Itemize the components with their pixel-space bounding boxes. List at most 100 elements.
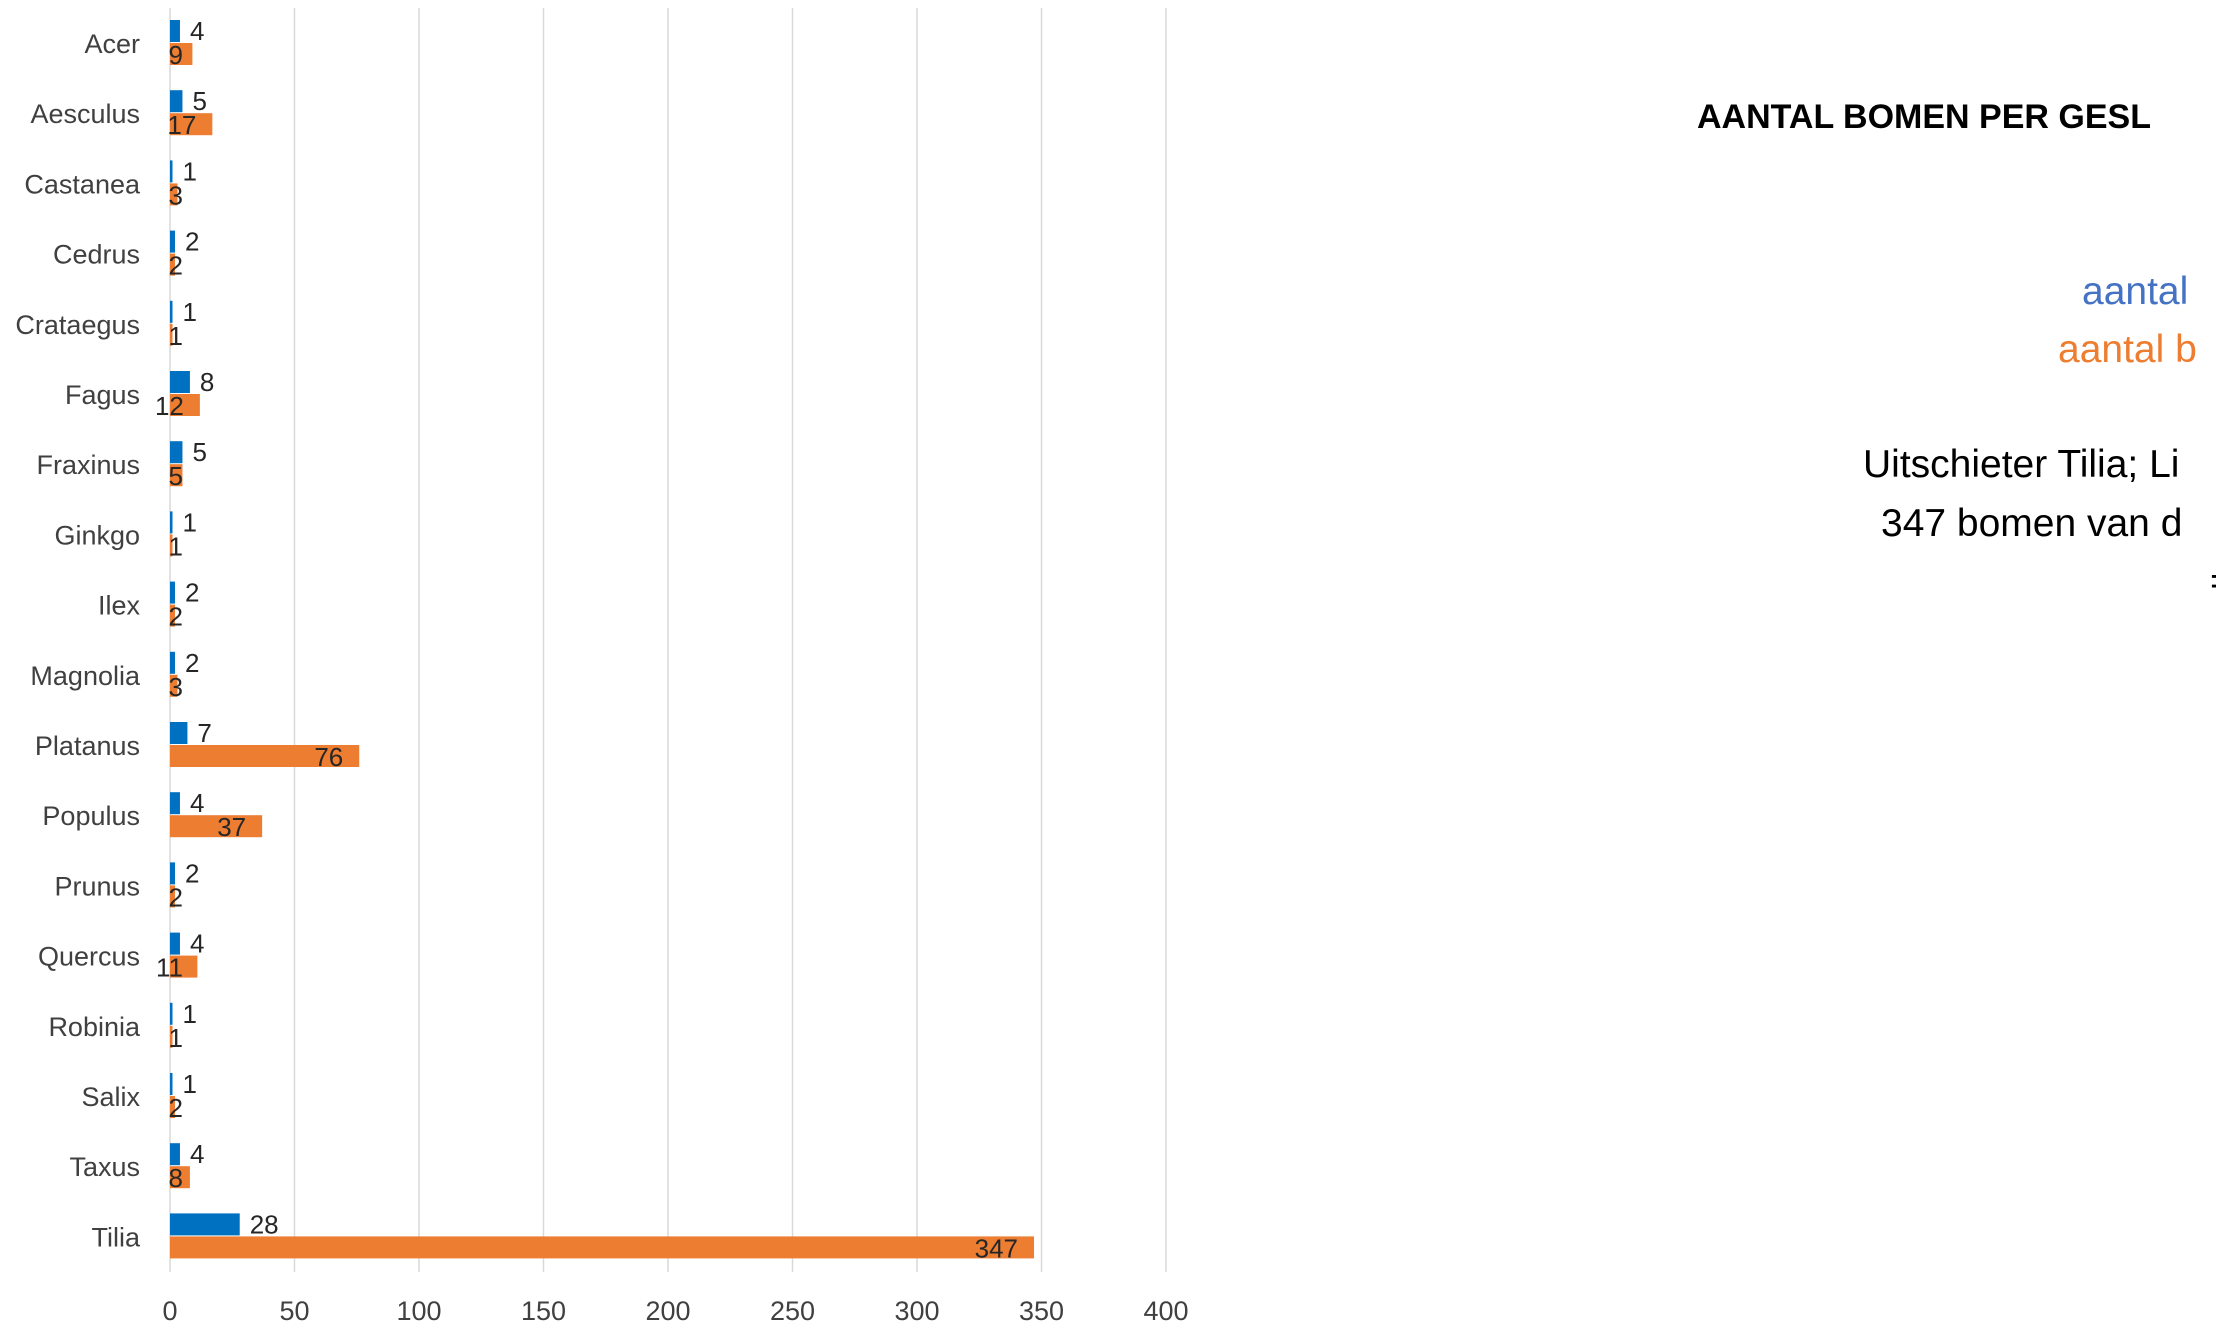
data-label-series-b: 17: [167, 110, 196, 140]
bar-series-a: [170, 90, 183, 113]
bar-series-a: [170, 722, 188, 744]
bar-series-a: [170, 230, 175, 253]
bar-series-b: [170, 674, 178, 697]
data-label-series-b: 3: [169, 180, 183, 210]
category-label: Salix: [81, 1082, 140, 1112]
bar-series-b: [170, 534, 173, 557]
bar-series-a: [170, 160, 173, 183]
data-label-series-a: 28: [250, 1209, 279, 1239]
x-tick-label: 300: [894, 1296, 939, 1326]
data-label-series-b: 2: [169, 882, 183, 912]
x-axis-tick-labels: 0 50 100 150 200 250 300 350 400: [162, 1296, 1188, 1326]
annotation-orange-text: aantal b: [2058, 328, 2197, 371]
data-label-series-b: 5: [169, 461, 183, 491]
category-label: Taxus: [69, 1152, 140, 1182]
chart-annotation-title: AANTAL BOMEN PER GESL: [1697, 98, 2151, 136]
category-labels: Acer Aesculus Castanea Cedrus Crataegus Fagus…: [15, 29, 141, 1252]
data-label-series-a: 5: [192, 86, 206, 116]
x-tick-label: 0: [162, 1296, 177, 1326]
gridlines: [169, 8, 1167, 1272]
data-label-series-b: 9: [169, 40, 183, 70]
data-label-series-a: 1: [182, 999, 196, 1029]
annotation-blue-text: aantal: [2082, 270, 2189, 313]
category-label: Aesculus: [30, 99, 140, 129]
data-labels: 4951713221181255112223776437224111112482…: [155, 16, 1018, 1263]
data-label-series-a: 1: [182, 1069, 196, 1099]
data-label-series-b: 1: [169, 531, 183, 561]
bar-series-b: [170, 183, 178, 206]
category-label: Ilex: [98, 591, 141, 621]
bars: [170, 20, 1035, 1259]
bar-series-b: [170, 1166, 190, 1189]
data-label-series-b: 3: [169, 672, 183, 702]
annotation-note-line-1: Uitschieter Tilia; Li: [1863, 443, 2180, 486]
data-label-series-a: 2: [185, 858, 199, 888]
bar-series-a: [170, 20, 180, 42]
bar-series-b: [170, 745, 360, 767]
bar-series-b: [170, 815, 263, 838]
data-label-series-a: 2: [185, 578, 199, 608]
data-label-series-b: 8: [169, 1163, 183, 1193]
category-label: Fraxinus: [36, 450, 140, 480]
bar-series-b: [170, 113, 213, 136]
data-label-series-a: 1: [182, 156, 196, 186]
x-tick-label: 50: [279, 1296, 309, 1326]
category-label: Crataegus: [15, 310, 140, 340]
data-label-series-a: 8: [200, 367, 214, 397]
data-label-series-b: 1: [169, 321, 183, 351]
bar-series-a: [170, 1002, 173, 1025]
bar-series-b: [170, 955, 198, 978]
x-tick-label: 150: [521, 1296, 566, 1326]
category-label: Quercus: [38, 942, 140, 972]
bar-series-a: [170, 371, 190, 393]
bar-series-b: [170, 885, 175, 908]
data-label-series-a: 5: [192, 437, 206, 467]
bar-series-a: [170, 581, 175, 604]
x-tick-label: 200: [645, 1296, 690, 1326]
data-label-series-b: 11: [156, 953, 183, 983]
data-label-series-a: 4: [190, 929, 204, 959]
annotation-note-line-3: =: [2210, 560, 2216, 604]
bar-series-b: [170, 323, 173, 346]
category-label: Cedrus: [53, 240, 140, 270]
data-label-series-a: 1: [182, 507, 196, 537]
bar-series-a: [170, 511, 173, 534]
data-label-series-a: 4: [190, 788, 204, 818]
data-label-series-a: 7: [197, 718, 211, 748]
bar-series-b: [170, 464, 183, 487]
bar-series-b: [170, 253, 175, 276]
x-tick-label: 250: [770, 1296, 815, 1326]
bar-series-b: [170, 43, 193, 65]
data-label-series-b: 2: [169, 602, 183, 632]
data-label-series-a: 1: [182, 297, 196, 327]
category-label: Robinia: [48, 1012, 141, 1042]
bar-series-b: [170, 1096, 175, 1118]
data-label-series-b: 347: [975, 1233, 1018, 1263]
bar-series-a: [170, 862, 175, 885]
bar-series-b: [170, 604, 175, 627]
bar-series-a: [170, 651, 175, 674]
x-tick-label: 100: [396, 1296, 441, 1326]
bar-series-a: [170, 441, 183, 464]
x-tick-label: 400: [1143, 1296, 1188, 1326]
bar-series-a: [170, 300, 173, 323]
category-label: Platanus: [35, 731, 140, 761]
data-label-series-a: 4: [190, 16, 204, 46]
category-label: Populus: [42, 801, 140, 831]
bar-series-a: [170, 1143, 180, 1166]
data-label-series-a: 2: [185, 648, 199, 678]
data-label-series-a: 2: [185, 227, 199, 257]
bar-series-a: [170, 1073, 173, 1095]
bar-series-a: [170, 1213, 240, 1236]
category-label: Prunus: [54, 871, 140, 901]
data-label-series-b: 76: [314, 742, 343, 772]
bar-series-b: [170, 394, 200, 416]
category-label: Acer: [84, 29, 140, 59]
category-label: Ginkgo: [54, 520, 140, 550]
data-label-series-a: 4: [190, 1139, 204, 1169]
bar-series-b: [170, 1025, 173, 1048]
bar-series-b: [170, 1236, 1035, 1259]
bar-series-a: [170, 932, 180, 955]
data-label-series-b: 1: [169, 1023, 183, 1053]
